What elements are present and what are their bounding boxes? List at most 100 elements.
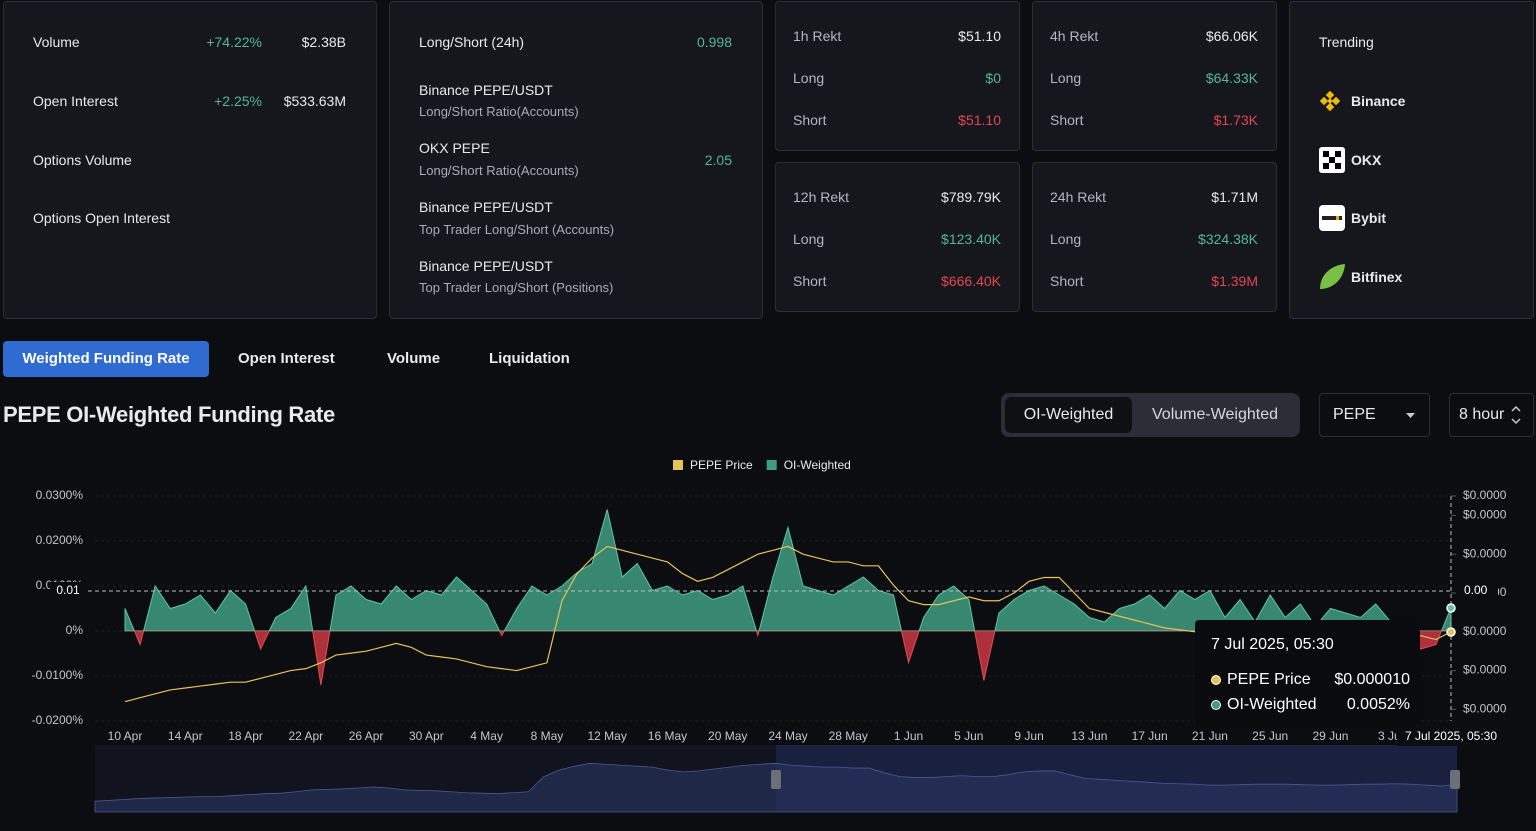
x-tick-label: 16 May (648, 729, 687, 743)
y2-tick-label: $0.0000 (1463, 546, 1507, 560)
x-tick-label: 10 Apr (108, 729, 143, 743)
rekt-long-label: Long (793, 70, 825, 86)
coin-select[interactable] (1319, 393, 1430, 437)
navigator-handle (1450, 770, 1460, 789)
crosshair-point (1446, 627, 1456, 637)
okx-icon (1319, 147, 1345, 173)
select-caret (1406, 413, 1415, 418)
funding-area-positive (124, 509, 1452, 631)
ls-metric: Top Trader Long/Short (Accounts) (419, 222, 615, 237)
x-tick-label: 28 May (829, 729, 868, 743)
y-tick-label: 0.0200% (36, 533, 84, 547)
crosshair-x-label: 7 Jul 2025, 05:30 (1405, 729, 1497, 743)
ls-exchange: Binance PEPE/USDT (419, 258, 553, 274)
stat-label: Options Open Interest (33, 210, 170, 226)
stat-label: Volume (33, 34, 80, 50)
tooltip-title: 7 Jul 2025, 05:30 (1211, 636, 1334, 653)
tooltip-name: PEPE Price (1227, 671, 1311, 688)
crosshair-y-box (50, 582, 86, 600)
rekt-card (1032, 162, 1277, 312)
rekt-card (1032, 1, 1277, 151)
rekt-long-label: Long (1050, 70, 1082, 86)
navigator-handle (771, 770, 781, 789)
tab[interactable]: Liquidation (489, 350, 570, 367)
rekt-short-label: Short (1050, 112, 1084, 128)
y-tick-label: 0% (66, 623, 84, 637)
ls-exchange: Binance PEPE/USDT (419, 199, 553, 215)
rekt-long-label: Long (1050, 231, 1082, 247)
rekt-period: 4h Rekt (1050, 28, 1099, 44)
rekt-short: $1.39M (1211, 273, 1258, 289)
rekt-long: $0 (985, 70, 1001, 86)
tab[interactable]: Open Interest (238, 350, 335, 367)
bitfinex-icon (1320, 264, 1345, 289)
rekt-long-label: Long (793, 231, 825, 247)
chart-title: PEPE OI-Weighted Funding Rate (3, 402, 335, 427)
x-tick-label: 25 Jun (1252, 729, 1288, 743)
ls-exchange: OKX PEPE (419, 140, 490, 156)
ls-exchange: Binance PEPE/USDT (419, 82, 553, 98)
rekt-short-label: Short (793, 273, 827, 289)
ls-value: 0.998 (696, 34, 732, 50)
y-tick-label: 0.0300% (36, 488, 84, 502)
rekt-total: $1.71M (1211, 189, 1258, 205)
stat-value: $533.63M (283, 93, 346, 109)
rekt-short: $1.73K (1213, 112, 1258, 128)
long-short-card (389, 1, 763, 319)
interval-value: 8 hour (1459, 406, 1505, 423)
coin-value: PEPE (1333, 406, 1376, 423)
y2-tick-label: $0.0000 (1463, 508, 1507, 522)
legend-label: OI-Weighted (784, 458, 851, 472)
rekt-short: $51.10 (958, 112, 1001, 128)
tab-active[interactable]: Weighted Funding Rate (3, 341, 209, 377)
y-tick-label: -0.0100% (32, 668, 84, 682)
binance-icon (1319, 90, 1341, 112)
stats-card (3, 1, 377, 319)
tooltip-value: 0.0052% (1347, 696, 1410, 713)
trending-item[interactable]: Binance (1351, 93, 1406, 109)
legend-label: PEPE Price (690, 458, 753, 472)
crosshair-point (1446, 603, 1456, 613)
rekt-short: $666.40K (941, 273, 1001, 289)
stat-change: +74.22% (206, 34, 262, 50)
y2-tick-label: $0.0000 (1463, 488, 1507, 502)
x-tick-label: 5 Jun (954, 729, 983, 743)
interval-select[interactable] (1449, 393, 1534, 437)
x-tick-label: 17 Jun (1132, 729, 1168, 743)
x-tick-label: 26 Apr (349, 729, 384, 743)
crosshair-y-label: 0.01 (56, 583, 80, 597)
x-tick-label: 14 Apr (168, 729, 203, 743)
y2-tick-label: $0.0000 (1463, 663, 1507, 677)
x-tick-label: 24 May (768, 729, 807, 743)
x-tick-label: 18 Apr (228, 729, 263, 743)
mode-button[interactable]: Volume-Weighted (1152, 406, 1278, 423)
ls-metric: Long/Short Ratio(Accounts) (419, 163, 579, 178)
ls-metric: Top Trader Long/Short (Positions) (419, 280, 614, 295)
tooltip-name: OI-Weighted (1227, 696, 1317, 713)
interval-chevrons (1511, 405, 1521, 425)
trending-item[interactable]: Bybit (1351, 210, 1386, 226)
x-tick-label: 8 May (531, 729, 564, 743)
stat-label: Open Interest (33, 93, 118, 109)
crosshair-y2-label: 0.00 (1464, 583, 1488, 597)
funding-area-negative (124, 631, 1452, 686)
rekt-short-label: Short (1050, 273, 1084, 289)
x-tick-label: 13 Jun (1071, 729, 1107, 743)
rekt-total: $51.10 (958, 28, 1001, 44)
bybit-icon (1319, 205, 1345, 231)
rekt-card (775, 1, 1020, 151)
rekt-total: $66.06K (1205, 28, 1258, 44)
rekt-period: 12h Rekt (793, 189, 850, 205)
tooltip-dot (1211, 700, 1221, 710)
ls-value: 2.05 (704, 152, 732, 168)
y-tick-label: -0.0200% (32, 713, 84, 727)
trending-item[interactable]: OKX (1351, 152, 1382, 168)
trending-item[interactable]: Bitfinex (1351, 269, 1403, 285)
rekt-period: 24h Rekt (1050, 189, 1107, 205)
stat-value: $2.38B (301, 34, 346, 50)
mode-button[interactable]: OI-Weighted (1023, 406, 1114, 423)
tooltip (1195, 620, 1420, 725)
x-tick-label: 9 Jun (1014, 729, 1043, 743)
tab[interactable]: Volume (387, 350, 441, 367)
